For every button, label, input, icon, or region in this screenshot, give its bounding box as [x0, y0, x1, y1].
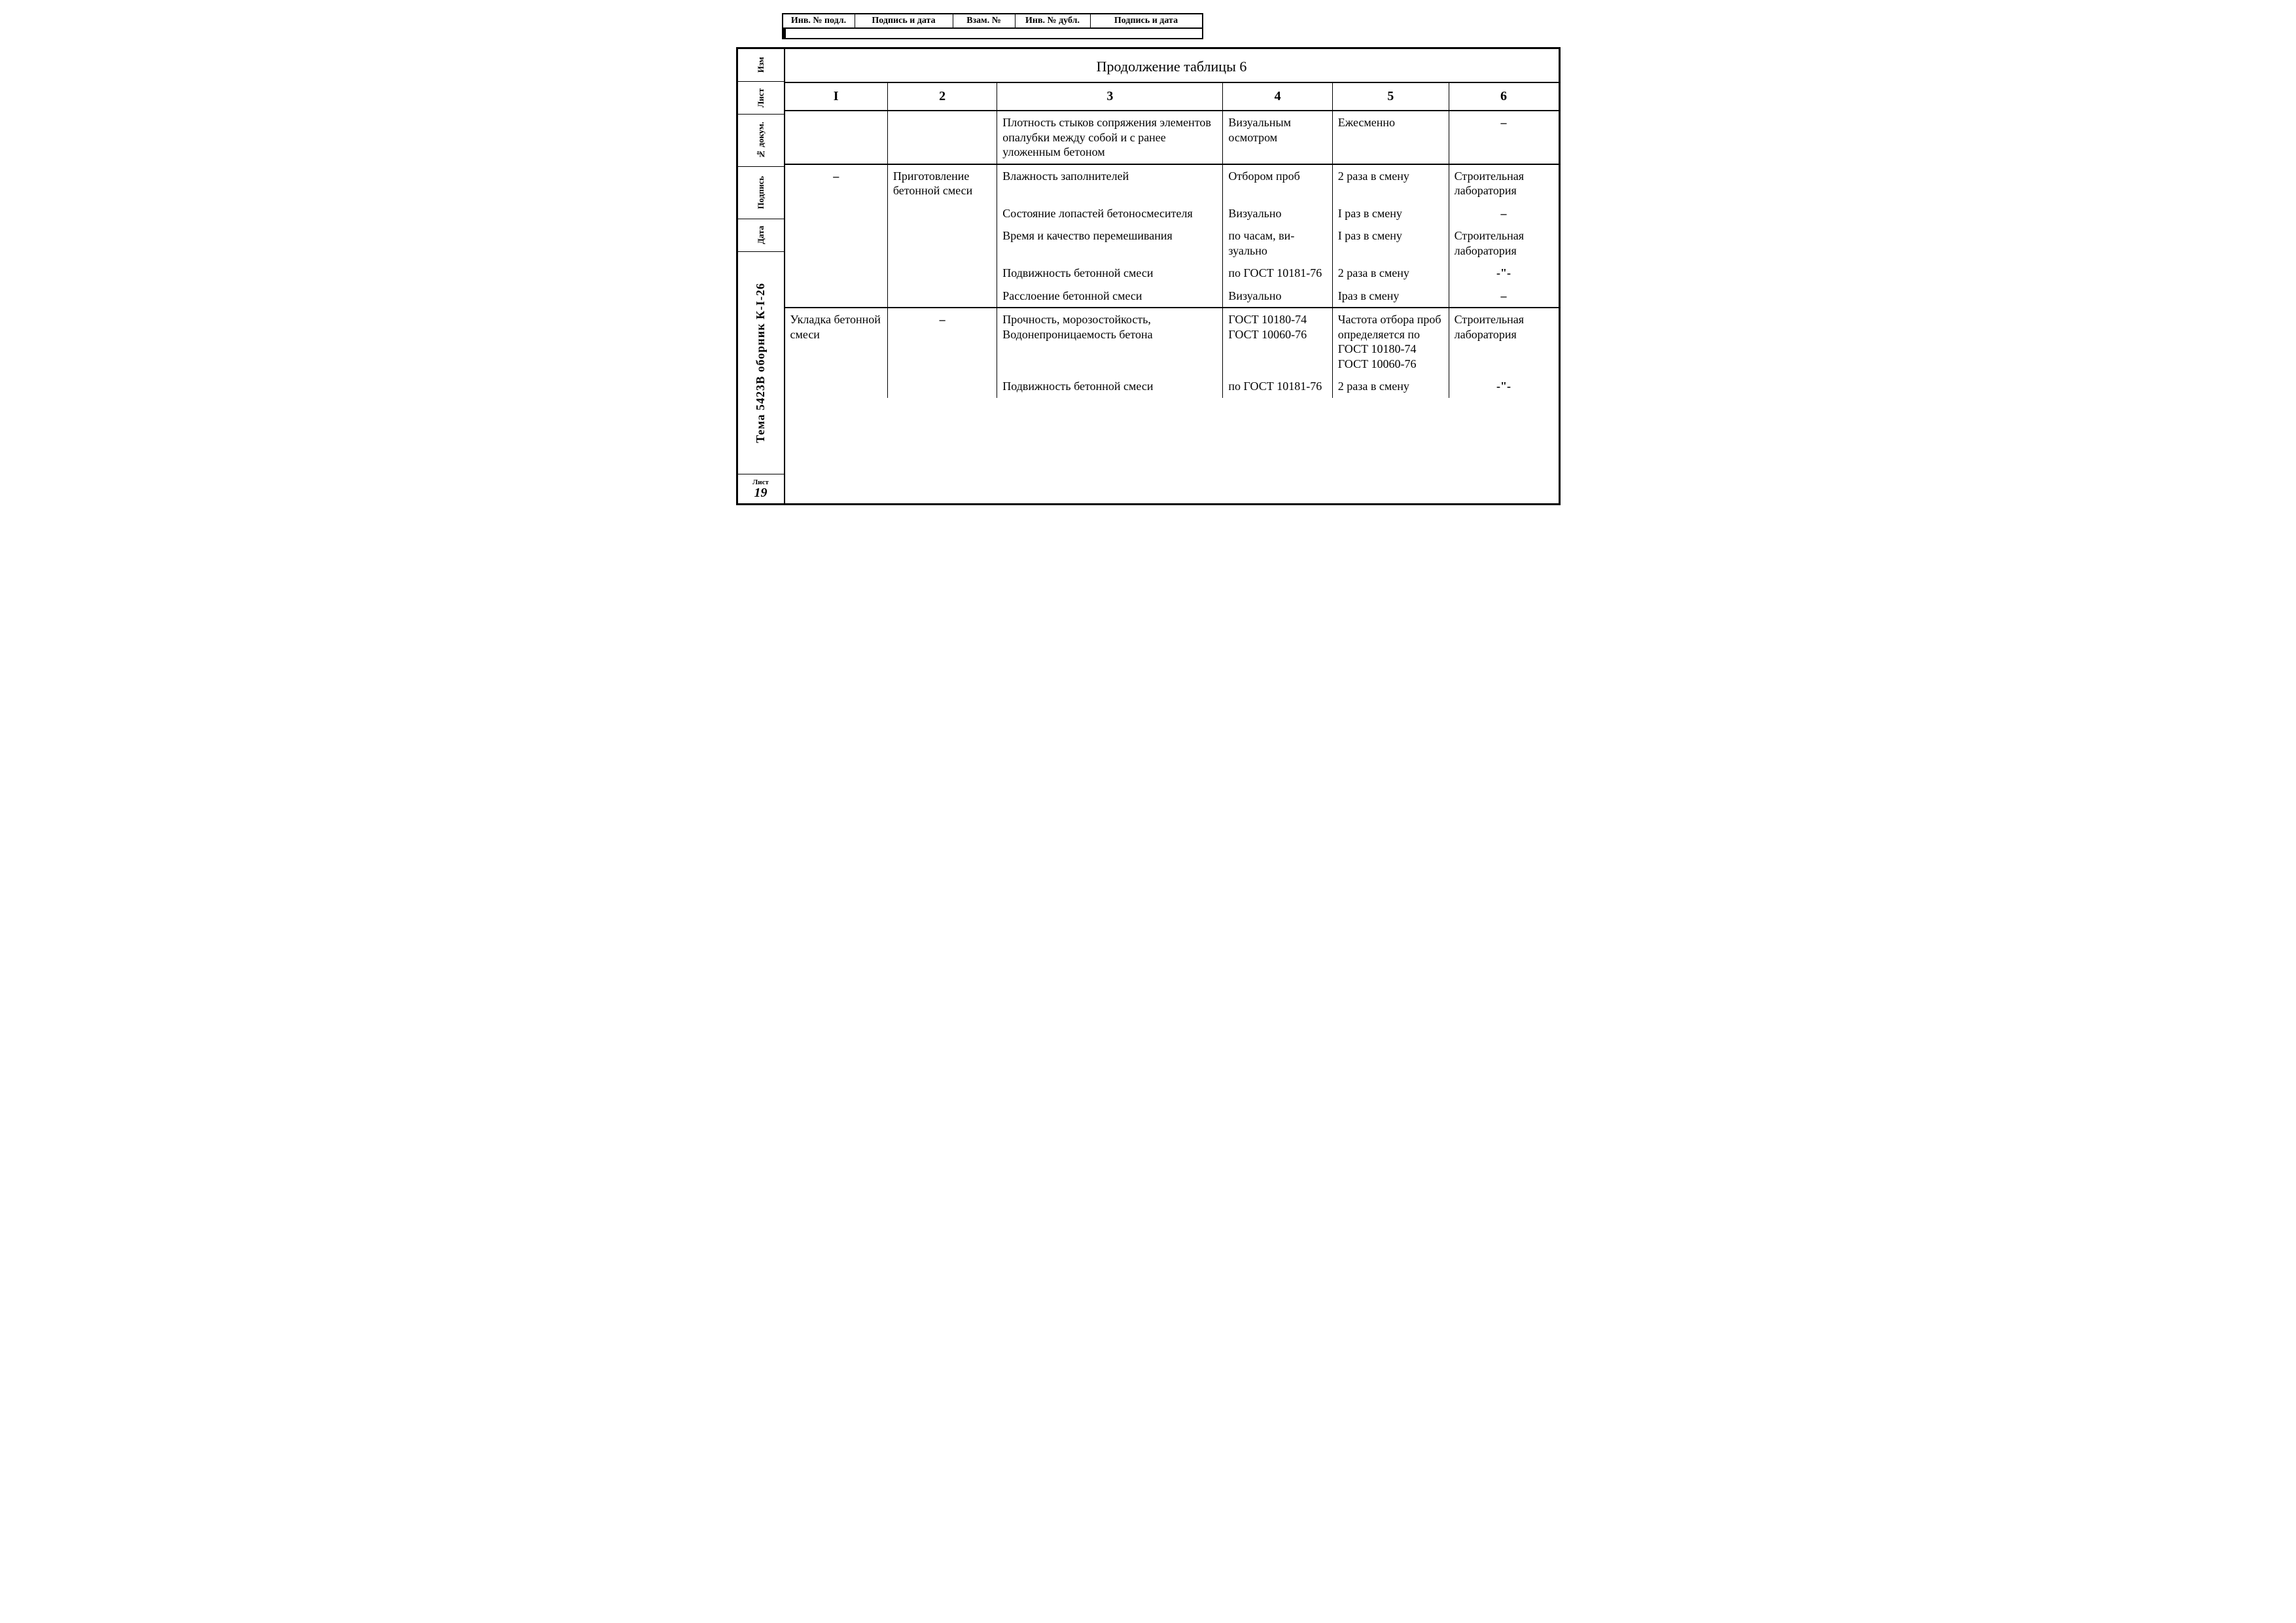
document-frame: Изм Лист № докум. Подпись Дата Тема 5423… — [736, 47, 1561, 505]
cell-c6: Строительная лаборатория — [1449, 224, 1558, 262]
cell-c3: Плотность стыков сопряжения элементов оп… — [997, 111, 1223, 164]
doc-code: Тема 5423В оборник К-I-26 — [754, 283, 768, 443]
meta-inv-dubl: Инв. № дубл. — [1016, 14, 1091, 27]
cell-c4: Отбором проб — [1223, 164, 1332, 202]
col-4: 4 — [1223, 83, 1332, 111]
col-3: 3 — [997, 83, 1223, 111]
sheet-label: Лист — [752, 479, 769, 486]
cell-c4: Визуальным осмотром — [1223, 111, 1332, 164]
cell-c4: Визуально — [1223, 202, 1332, 225]
cell-c6: -"- — [1449, 262, 1558, 285]
cell-c3: Прочность, морозостойкость, Водонепрониц… — [997, 308, 1223, 375]
col-2: 2 — [887, 83, 997, 111]
cell-c5: 2 раза в смену — [1332, 262, 1449, 285]
cell-c6: – — [1449, 285, 1558, 308]
cell-c6: -"- — [1449, 375, 1558, 398]
table-row — [785, 398, 1559, 484]
cell-c4: по ГОСТ 10181-76 — [1223, 375, 1332, 398]
sheet-number: 19 — [754, 486, 767, 499]
main-content: Продолжение таблицы 6 I 2 3 4 5 6 Плотно… — [785, 49, 1559, 503]
cell-c5: 2 раза в смену — [1332, 375, 1449, 398]
cell-col2: – — [887, 308, 997, 398]
col-1: I — [785, 83, 888, 111]
top-meta-strip: Инв. № подл. Подпись и дата Взам. № Инв.… — [782, 13, 1203, 29]
cell-c3: Расслоение бетонной смеси — [997, 285, 1223, 308]
left-list: Лист — [756, 88, 766, 107]
left-dokum: № докум. — [756, 122, 766, 159]
meta-sign-date2: Подпись и дата — [1091, 14, 1202, 27]
cell-c4: Визуально — [1223, 285, 1332, 308]
meta-inv-podl: Инв. № подл. — [783, 14, 855, 27]
cell-c5: I раз в смену — [1332, 202, 1449, 225]
cell-col1 — [785, 111, 888, 164]
cell-c6: – — [1449, 202, 1558, 225]
table-row: Плотность стыков сопряжения элементов оп… — [785, 111, 1559, 164]
cell-col2 — [887, 111, 997, 164]
left-meta-column: Изм Лист № докум. Подпись Дата Тема 5423… — [738, 49, 785, 503]
cell-c3: Подвижность бетонной смеси — [997, 375, 1223, 398]
col-5: 5 — [1332, 83, 1449, 111]
data-table: I 2 3 4 5 6 Плотность стыков сопряжения … — [785, 83, 1559, 484]
cell-c4: ГОСТ 10180-74 ГОСТ 10060-76 — [1223, 308, 1332, 375]
cell-c3: Подвижность бетонной смеси — [997, 262, 1223, 285]
cell-c5: 2 раза в смену — [1332, 164, 1449, 202]
cell-col2: Приготовление бетонной смеси — [887, 164, 997, 308]
cell-c5: Ежесменно — [1332, 111, 1449, 164]
cell-c6: Строительная лаборатория — [1449, 164, 1558, 202]
top-meta-strip-empty — [782, 29, 1203, 39]
cell-c5: Частота отбора проб опреде­ляется по ГОС… — [1332, 308, 1449, 375]
cell-c4: по часам, ви­зуально — [1223, 224, 1332, 262]
col-6: 6 — [1449, 83, 1558, 111]
meta-vzam: Взам. № — [953, 14, 1016, 27]
table-title: Продолжение таблицы 6 — [785, 49, 1559, 83]
cell-c3: Время и качество перемеши­вания — [997, 224, 1223, 262]
left-sign: Подпись — [756, 176, 766, 209]
left-date: Дата — [756, 226, 766, 244]
page: Инв. № подл. Подпись и дата Взам. № Инв.… — [736, 13, 1561, 505]
cell-c3: Влажность заполнителей — [997, 164, 1223, 202]
cell-c6: – — [1449, 111, 1558, 164]
cell-c3: Состояние лопастей бетоно­смесителя — [997, 202, 1223, 225]
cell-c5: Iраз в смену — [1332, 285, 1449, 308]
table-row: Укладка бе­тонной смеси–Прочность, мороз… — [785, 308, 1559, 375]
cell-col1: – — [785, 164, 888, 308]
table-row: –Приготовление бетонной смесиВлажность з… — [785, 164, 1559, 202]
cell-col1: Укладка бе­тонной смеси — [785, 308, 888, 398]
meta-sign-date1: Подпись и дата — [855, 14, 953, 27]
cell-c5: I раз в смену — [1332, 224, 1449, 262]
cell-c6: Строительная лаборатория — [1449, 308, 1558, 375]
table-header-row: I 2 3 4 5 6 — [785, 83, 1559, 111]
left-izm: Изм — [756, 57, 766, 73]
cell-c4: по ГОСТ 10181-76 — [1223, 262, 1332, 285]
